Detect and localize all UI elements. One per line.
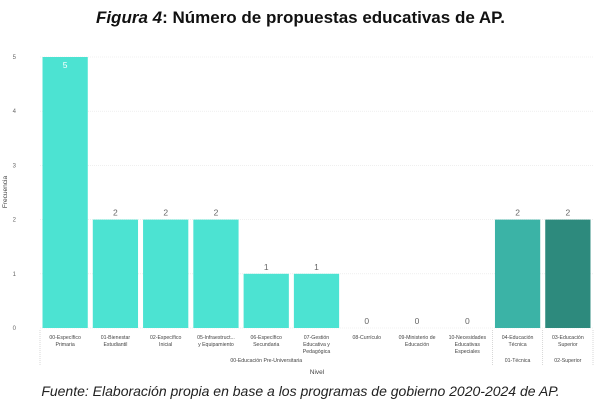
bar[interactable] <box>193 219 239 328</box>
data-label: 2 <box>565 208 570 218</box>
y-tick-label: 0 <box>13 326 17 332</box>
x-tick-label: Especiales <box>455 349 480 355</box>
x-tick-label: 00-Específico <box>49 335 81 341</box>
bars <box>42 57 591 328</box>
x-tick-label: 03-Educación <box>552 335 584 341</box>
bar[interactable] <box>545 219 591 328</box>
x-tick-label: Secundaria <box>253 342 279 348</box>
y-tick-label: 3 <box>13 163 17 169</box>
x-tick-label: 01-Bienestar <box>101 335 131 341</box>
bar[interactable] <box>143 219 189 328</box>
x-tick-label: 09-Ministerio de <box>399 335 436 341</box>
x-tick-label: 04-Educación <box>502 335 534 341</box>
bar[interactable] <box>92 219 139 328</box>
x-tick-label: y Equipamiento <box>198 342 234 348</box>
figure-label: Figura 4 <box>95 8 163 27</box>
bar-chart: 0 1 2 3 4 5 Frecuencia 5 2 2 2 1 1 0 0 0 2 2 00-Específ… <box>2 55 594 376</box>
source-note: Fuente: Elaboración propia en base a los… <box>41 383 560 399</box>
data-label: 0 <box>465 316 470 326</box>
x-tick-label: Pedagógica <box>303 349 331 355</box>
x-tick-label: 07-Gestión <box>304 335 329 341</box>
y-tick-label: 4 <box>13 109 17 115</box>
y-tick-label: 5 <box>13 55 17 61</box>
y-axis-label: Frecuencia <box>2 176 9 209</box>
x-tick-label: 08-Currículo <box>352 335 381 341</box>
figure-title-text: : Número de propuestas educativas de AP. <box>162 8 506 27</box>
group-label: 00-Educación Pre-Universitaria <box>230 358 302 364</box>
data-label: 2 <box>214 208 219 218</box>
bar[interactable] <box>42 57 88 328</box>
x-tick-label: Educación <box>405 342 429 348</box>
x-tick-label: 05-Infraestruct... <box>197 335 235 341</box>
x-tick-label: Primaria <box>55 342 74 348</box>
figure-title: Figura 4: Número de propuestas educativa… <box>0 8 601 28</box>
y-tick-label: 2 <box>13 218 17 224</box>
group-label: 01-Técnica <box>505 358 531 364</box>
x-axis-label: Nivel <box>310 369 325 376</box>
bar[interactable] <box>293 273 340 328</box>
bar[interactable] <box>243 273 289 328</box>
x-tick-label: 06-Específico <box>251 335 283 341</box>
value-labels: 5 2 2 2 1 1 0 0 0 2 2 <box>63 60 571 326</box>
group-labels: 00-Educación Pre-Universitaria 01-Técnica… <box>39 330 594 366</box>
x-tick-label: Educativa y <box>303 342 330 348</box>
bar[interactable] <box>494 219 541 328</box>
x-tick-label: Estudiantil <box>103 342 127 348</box>
data-label: 1 <box>314 262 319 272</box>
x-tick-label: 10-Necesidades <box>449 335 487 341</box>
x-tick-label: Superior <box>558 342 578 348</box>
x-tick-label: Técnica <box>509 342 527 348</box>
x-tick-label: Inicial <box>159 342 172 348</box>
data-label: 2 <box>515 208 520 218</box>
data-label: 0 <box>415 316 420 326</box>
group-label: 02-Superior <box>554 358 581 364</box>
x-tick-label: Educativas <box>455 342 481 348</box>
x-tick-label: 02-Específico <box>150 335 182 341</box>
data-label: 5 <box>63 60 68 70</box>
y-axis-ticks: 0 1 2 3 4 5 <box>13 55 17 332</box>
y-tick-label: 1 <box>13 272 17 278</box>
data-label: 2 <box>163 208 168 218</box>
data-label: 1 <box>264 262 269 272</box>
data-label: 2 <box>113 208 118 218</box>
data-label: 0 <box>364 316 369 326</box>
